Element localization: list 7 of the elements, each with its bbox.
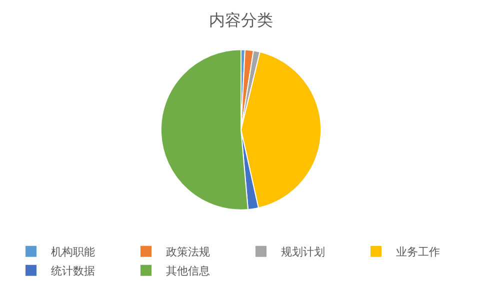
legend-label: 规划计划 — [281, 246, 325, 259]
chart-title: 内容分类 — [209, 10, 273, 30]
legend-label: 机构职能 — [51, 246, 95, 259]
legend-label: 统计数据 — [51, 264, 95, 278]
legend-label: 业务工作 — [396, 246, 440, 259]
legend-label: 政策法规 — [166, 246, 210, 259]
legend-label: 其他信息 — [166, 264, 210, 278]
